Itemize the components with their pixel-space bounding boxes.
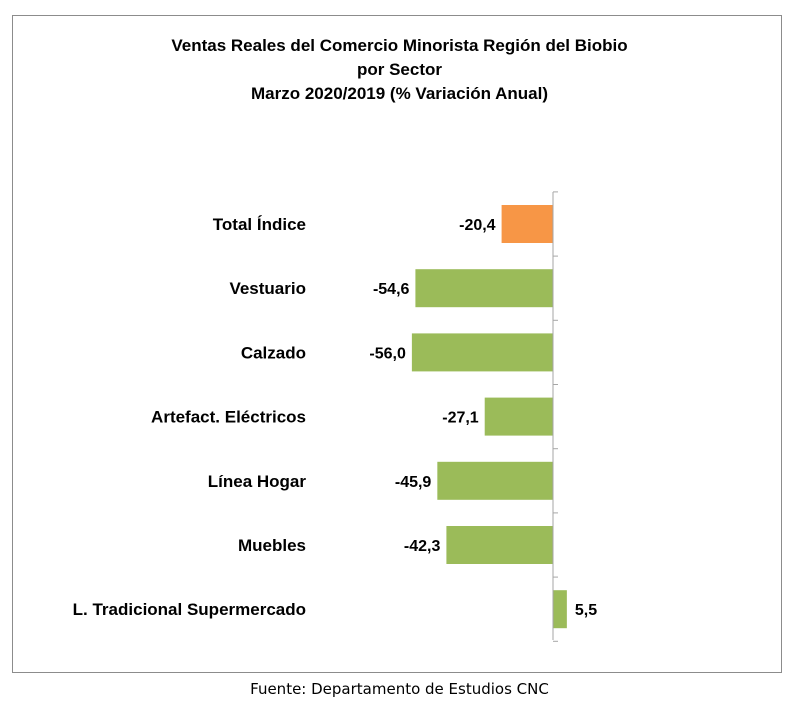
chart-title-line-1: Ventas Reales del Comercio Minorista Reg… — [171, 36, 628, 55]
bar — [437, 461, 553, 500]
data-label: -56,0 — [369, 345, 406, 362]
data-label: 5,5 — [575, 602, 597, 619]
chart-title-line-3: Marzo 2020/2019 (% Variación Anual) — [251, 84, 548, 103]
data-label: -20,4 — [459, 217, 496, 234]
category-label: Vestuario — [229, 279, 306, 298]
bar — [501, 205, 553, 243]
data-label: -27,1 — [442, 410, 479, 427]
bar — [553, 590, 567, 629]
bar — [446, 526, 553, 564]
bar — [484, 397, 553, 436]
category-label: Muebles — [238, 536, 306, 555]
data-label: -54,6 — [373, 281, 410, 298]
category-label: Total Índice — [213, 215, 306, 234]
category-label: Artefact. Eléctricos — [151, 408, 306, 427]
bar — [415, 269, 553, 308]
category-label: L. Tradicional Supermercado — [73, 600, 306, 619]
chart-title-line-2: por Sector — [356, 60, 443, 79]
chart-frame — [12, 15, 782, 673]
category-label: Línea Hogar — [208, 472, 307, 491]
source-note: Fuente: Departamento de Estudios CNC — [250, 680, 549, 698]
data-label: -42,3 — [404, 538, 441, 555]
data-label: -45,9 — [395, 474, 432, 491]
bar — [411, 333, 553, 372]
category-label: Calzado — [241, 343, 306, 362]
